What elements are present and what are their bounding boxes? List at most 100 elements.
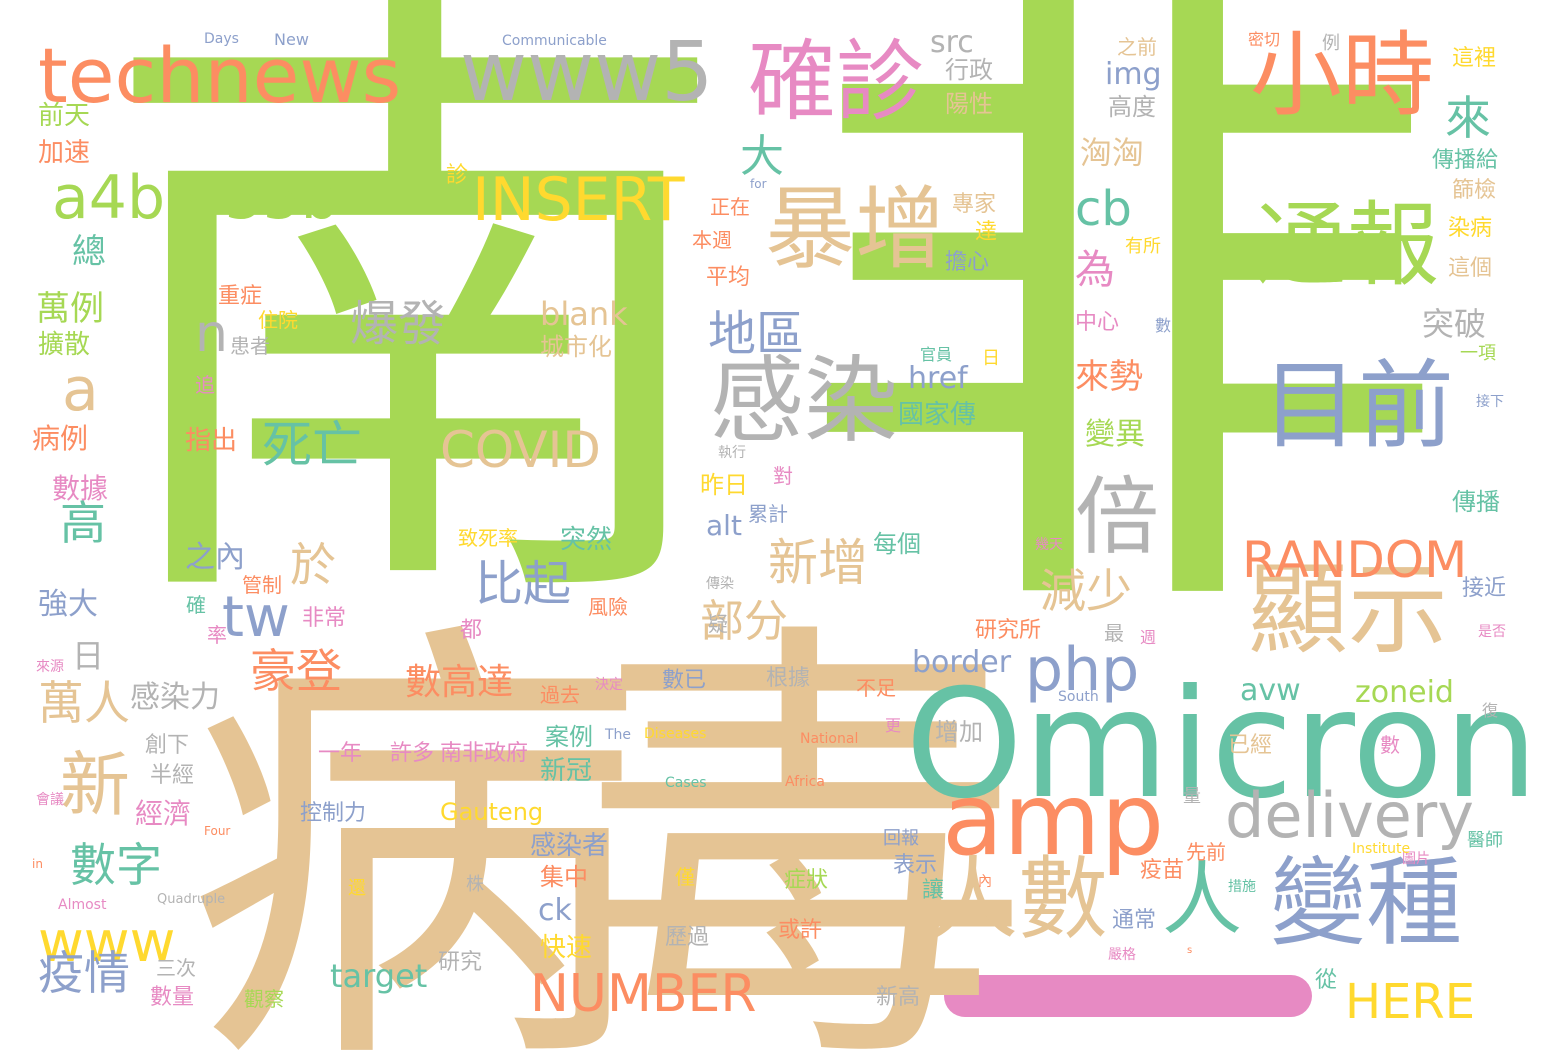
word-96: 追 [195,373,215,397]
word-9: a4b3f35b [52,163,339,233]
word-75: 數量 [150,985,195,1010]
word-180: Communicable [502,33,607,49]
word-58: href [908,361,968,396]
word-99: 重症 [218,284,263,309]
word-13: 感染 [710,347,899,456]
word-188: Institute [1352,841,1411,857]
word-72: 半經 [150,763,195,788]
word-105: 昨日 [700,471,748,499]
word-70: 感染力 [130,680,220,715]
word-21: 變種 [1270,847,1462,959]
word-147: 根據 [766,666,811,691]
word-106: 累計 [748,502,788,526]
word-60: ck [538,893,572,928]
word-110: 國家傳 [898,400,977,430]
word-171: 株 [466,874,484,895]
word-37: 比起 [475,556,572,612]
word-156: 量 [1183,786,1201,807]
word-12: 通報 [1255,192,1440,299]
word-165: 或許 [778,918,823,943]
word-162: 內 [978,874,992,890]
word-29: a [62,355,99,425]
word-10: INSERT [472,165,685,235]
word-40: 數字 [70,838,162,892]
word-126: 有所 [1125,236,1161,257]
word-20: 人數 [928,847,1108,952]
word-76: 觀察 [244,987,284,1011]
word-192: in [32,857,43,871]
word-174: 醫師 [1467,830,1503,851]
word-27: php [1025,635,1140,705]
word-160: 疫苗 [1140,858,1185,883]
word-69: 日 [72,637,105,675]
word-22: 人 [1162,853,1242,946]
word-120: 之前 [1117,35,1157,59]
word-153: 已經 [1228,733,1273,758]
word-141: 疑 [708,612,728,636]
word-179: New [274,30,309,49]
word-151: 更 [885,716,902,735]
word-124: 中心 [1075,310,1120,335]
word-166: 僅 [675,865,695,889]
word-7: 確診 [748,30,925,133]
word-6: www5 [460,25,714,120]
word-163: 措施 [1228,879,1256,895]
word-24: NUMBER [530,964,757,1024]
word-26: www [38,910,176,975]
word-5: technews [38,31,402,120]
word-129: 這裡 [1452,46,1497,71]
word-140: 傳染 [706,576,734,592]
word-33: 死亡 [262,416,362,474]
word-168: 通常 [1112,908,1157,933]
word-121: 專家 [952,192,997,217]
word-81: 快速 [540,933,593,963]
word-135: 接下 [1476,394,1504,410]
word-11: 暴增 [765,177,945,282]
word-134: 一項 [1460,343,1496,364]
word-59: alt [706,509,742,542]
word-111: 官員 [920,345,953,364]
word-152: 增加 [935,718,983,746]
word-93: 率 [207,623,227,647]
word-95: 指出 [185,426,238,456]
word-19: delivery [1225,779,1474,852]
word-175: 圖片 [1402,851,1430,867]
word-32: 爆發 [350,296,447,352]
word-80: 集中 [540,863,588,891]
word-28: 新 [60,744,130,826]
word-145: 週 [1140,628,1157,647]
word-8: 小時 [1250,22,1435,129]
word-167: 歷過 [665,925,710,950]
word-104: 城市化 [540,333,612,361]
word-55: Gauteng [440,798,544,826]
word-189: Four [204,824,231,838]
word-18: amp [942,761,1165,878]
word-41: 疫情 [38,946,130,1000]
word-100: 平均 [706,265,751,290]
word-3: 毒 [570,587,1030,1052]
word-42: 萬人 [38,676,130,730]
word-87: 之內 [185,540,245,575]
word-85: 一年 [318,741,363,766]
word-136: 傳播 [1452,488,1500,516]
word-170: 從 [1315,968,1338,993]
word-79: 感染者 [530,831,609,861]
word-34: tw [222,585,290,650]
word-139: 幾天 [1035,537,1063,553]
word-89: 致死率 [458,526,518,550]
word-181: for [750,177,767,191]
word-113: 突破 [1422,305,1487,343]
word-71: 創下 [145,733,190,758]
word-177: 會議 [36,792,64,808]
word-74: 三次 [156,956,196,980]
word-1: 非 [790,0,1450,694]
word-15: 倍 [1075,468,1160,566]
word-52: zoneid [1355,675,1454,710]
word-65: 強大 [38,587,98,622]
word-51: border [912,645,1012,680]
word-159: 先前 [1186,840,1226,864]
word-186: Africa [785,774,825,790]
word-108: 對 [773,464,793,488]
word-39: 豪登 [250,644,342,698]
word-67: 前天 [38,101,91,131]
